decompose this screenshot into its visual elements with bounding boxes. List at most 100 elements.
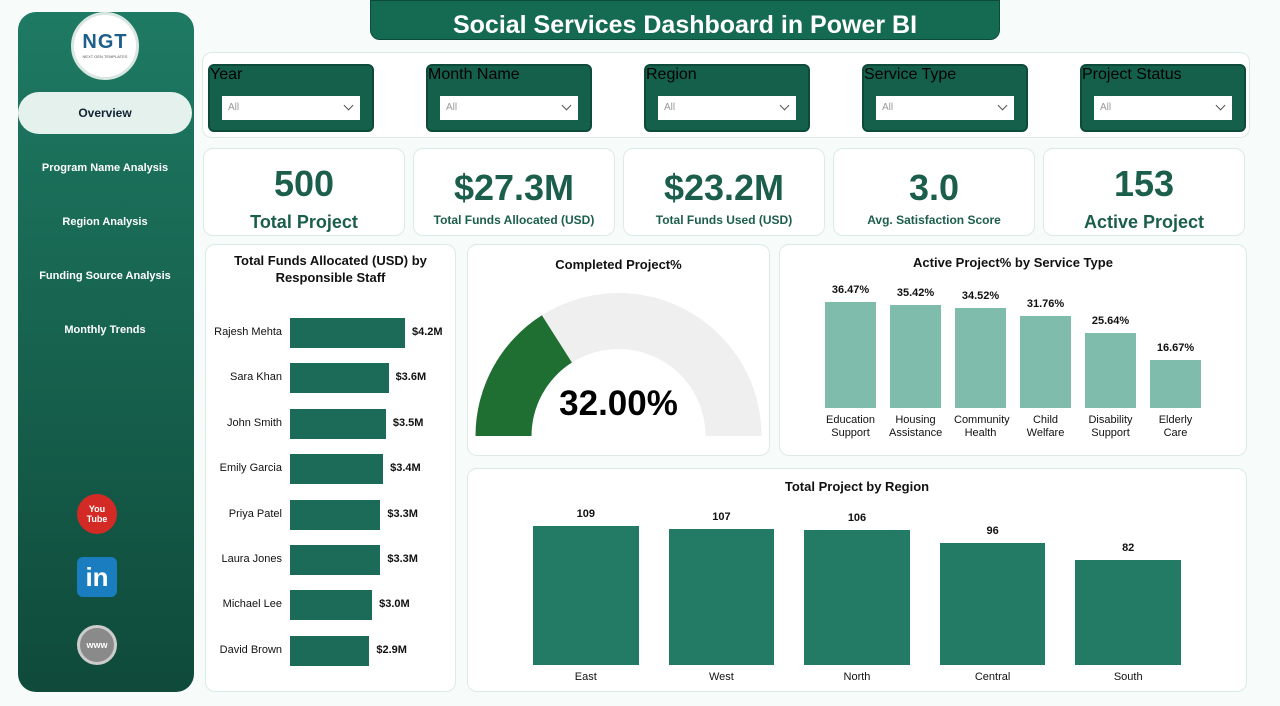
- category-label: Michael Lee: [222, 598, 282, 611]
- category-label: Disability Support: [1088, 414, 1133, 439]
- value-label: 96: [986, 524, 999, 537]
- filter-dropdown[interactable]: All: [658, 96, 796, 120]
- linkedin-icon[interactable]: in: [77, 557, 117, 597]
- value-label: 34.52%: [961, 289, 1000, 302]
- kpi-value: $23.2M: [663, 167, 785, 208]
- chart-title: Active Project% by Service Type: [913, 255, 1113, 270]
- value-label: 109: [576, 508, 595, 520]
- filter: Region All: [644, 64, 810, 132]
- bar: [804, 529, 910, 665]
- bar: [290, 590, 373, 621]
- bar: [1020, 315, 1071, 408]
- kpi-label: Total Funds Allocated (USD): [433, 213, 595, 227]
- value-label: 16.67%: [1156, 341, 1195, 354]
- filter-dropdown[interactable]: All: [440, 96, 578, 120]
- filter: Month Name All: [426, 64, 592, 132]
- category-label: Child Welfare: [1026, 414, 1065, 439]
- nav-item[interactable]: Program Name Analysis: [41, 162, 169, 174]
- chart-title: Completed Project%: [555, 257, 682, 272]
- value-label: $3.3M: [387, 507, 418, 520]
- value-label: $3.3M: [387, 553, 418, 565]
- gauge-fill: [475, 315, 572, 436]
- filter-label: Region: [646, 66, 697, 83]
- dashboard-title: Social Services Dashboard in Power BI: [370, 0, 1000, 40]
- bar: [290, 545, 381, 575]
- kpi-value: 153: [1113, 163, 1175, 204]
- value-label: $4.2M: [412, 326, 443, 338]
- web-icon[interactable]: www: [77, 625, 117, 665]
- bar: [290, 454, 384, 485]
- value-label: 82: [1122, 542, 1135, 555]
- category-label: South: [1113, 671, 1143, 683]
- value-label: $3.0M: [379, 598, 410, 611]
- nav-item[interactable]: Region Analysis: [62, 216, 148, 228]
- chart-title: Total Funds Allocated (USD) by Responsib…: [234, 253, 427, 285]
- category-label: Laura Jones: [221, 553, 282, 565]
- category-label: North: [843, 671, 871, 683]
- filter-label: Month Name: [428, 66, 520, 83]
- kpi-label: Total Funds Used (USD): [655, 213, 793, 227]
- youtube-icon[interactable]: You Tube: [77, 494, 117, 534]
- kpi-value: 3.0: [908, 167, 960, 208]
- value-label: 106: [847, 511, 867, 524]
- filter-label: Service Type: [864, 66, 957, 83]
- kpi-label: Avg. Satisfaction Score: [867, 213, 1001, 227]
- filter-dropdown[interactable]: All: [222, 96, 360, 120]
- filter: Year All: [208, 64, 374, 132]
- bar: [1085, 333, 1136, 408]
- kpi-label: Total Project: [250, 212, 358, 232]
- filter-label: Year: [210, 66, 243, 83]
- kpi-label: Active Project: [1083, 212, 1205, 232]
- bar: [290, 318, 405, 348]
- logo-text: NGT: [82, 31, 128, 53]
- filter: Project Status All: [1080, 64, 1246, 132]
- kpi-value: $27.3M: [453, 167, 575, 208]
- category-label: Central: [974, 671, 1011, 683]
- gauge-value: 32.00%: [559, 384, 678, 423]
- category-label: John Smith: [226, 416, 282, 429]
- category-label: Sara Khan: [230, 371, 282, 384]
- category-label: Emily Garcia: [219, 462, 282, 475]
- category-label: Priya Patel: [228, 507, 282, 520]
- bar: [290, 363, 389, 394]
- category-label: Rajesh Mehta: [214, 326, 282, 338]
- nav-item[interactable]: Monthly Trends: [64, 324, 146, 336]
- bar: [1150, 359, 1201, 408]
- value-label: 35.42%: [896, 287, 935, 300]
- kpi-card: 153 Active Project: [1043, 148, 1245, 236]
- gauge: [475, 293, 762, 436]
- category-label: David Brown: [219, 643, 282, 656]
- kpi-card: 500 Total Project: [203, 148, 405, 236]
- filter-dropdown[interactable]: All: [876, 96, 1014, 120]
- filter-dropdown[interactable]: All: [1094, 96, 1232, 120]
- nav-item[interactable]: Funding Source Analysis: [39, 270, 171, 282]
- bar: [825, 302, 876, 408]
- value-label: 31.76%: [1026, 297, 1065, 310]
- value-label: $2.9M: [376, 643, 407, 656]
- category-label: Elderly Care: [1158, 414, 1193, 439]
- bar: [290, 635, 370, 666]
- category-label: Community Health: [954, 414, 1010, 439]
- category-label: Housing Assistance: [889, 414, 943, 439]
- bar: [290, 499, 381, 530]
- nav-item[interactable]: Overview: [18, 92, 192, 134]
- youtube-text: You: [88, 504, 106, 514]
- value-label: 25.64%: [1091, 315, 1130, 328]
- logo-subtext: NEXT GEN TEMPLATES: [82, 54, 128, 59]
- value-label: $3.4M: [390, 462, 421, 475]
- filter: Service Type All: [862, 64, 1028, 132]
- category-label: West: [708, 671, 734, 683]
- kpi-value: 500: [273, 163, 335, 204]
- bar: [532, 526, 639, 665]
- value-label: $3.5M: [392, 416, 424, 429]
- value-label: $3.6M: [395, 371, 427, 384]
- kpi-card: $23.2M Total Funds Used (USD): [623, 148, 825, 236]
- category-label: East: [574, 671, 597, 683]
- kpi-card: 3.0 Avg. Satisfaction Score: [833, 148, 1035, 236]
- bar: [955, 307, 1006, 408]
- bar: [939, 542, 1046, 665]
- value-label: 107: [712, 510, 731, 523]
- bar: [290, 408, 386, 439]
- bar: [1075, 560, 1182, 665]
